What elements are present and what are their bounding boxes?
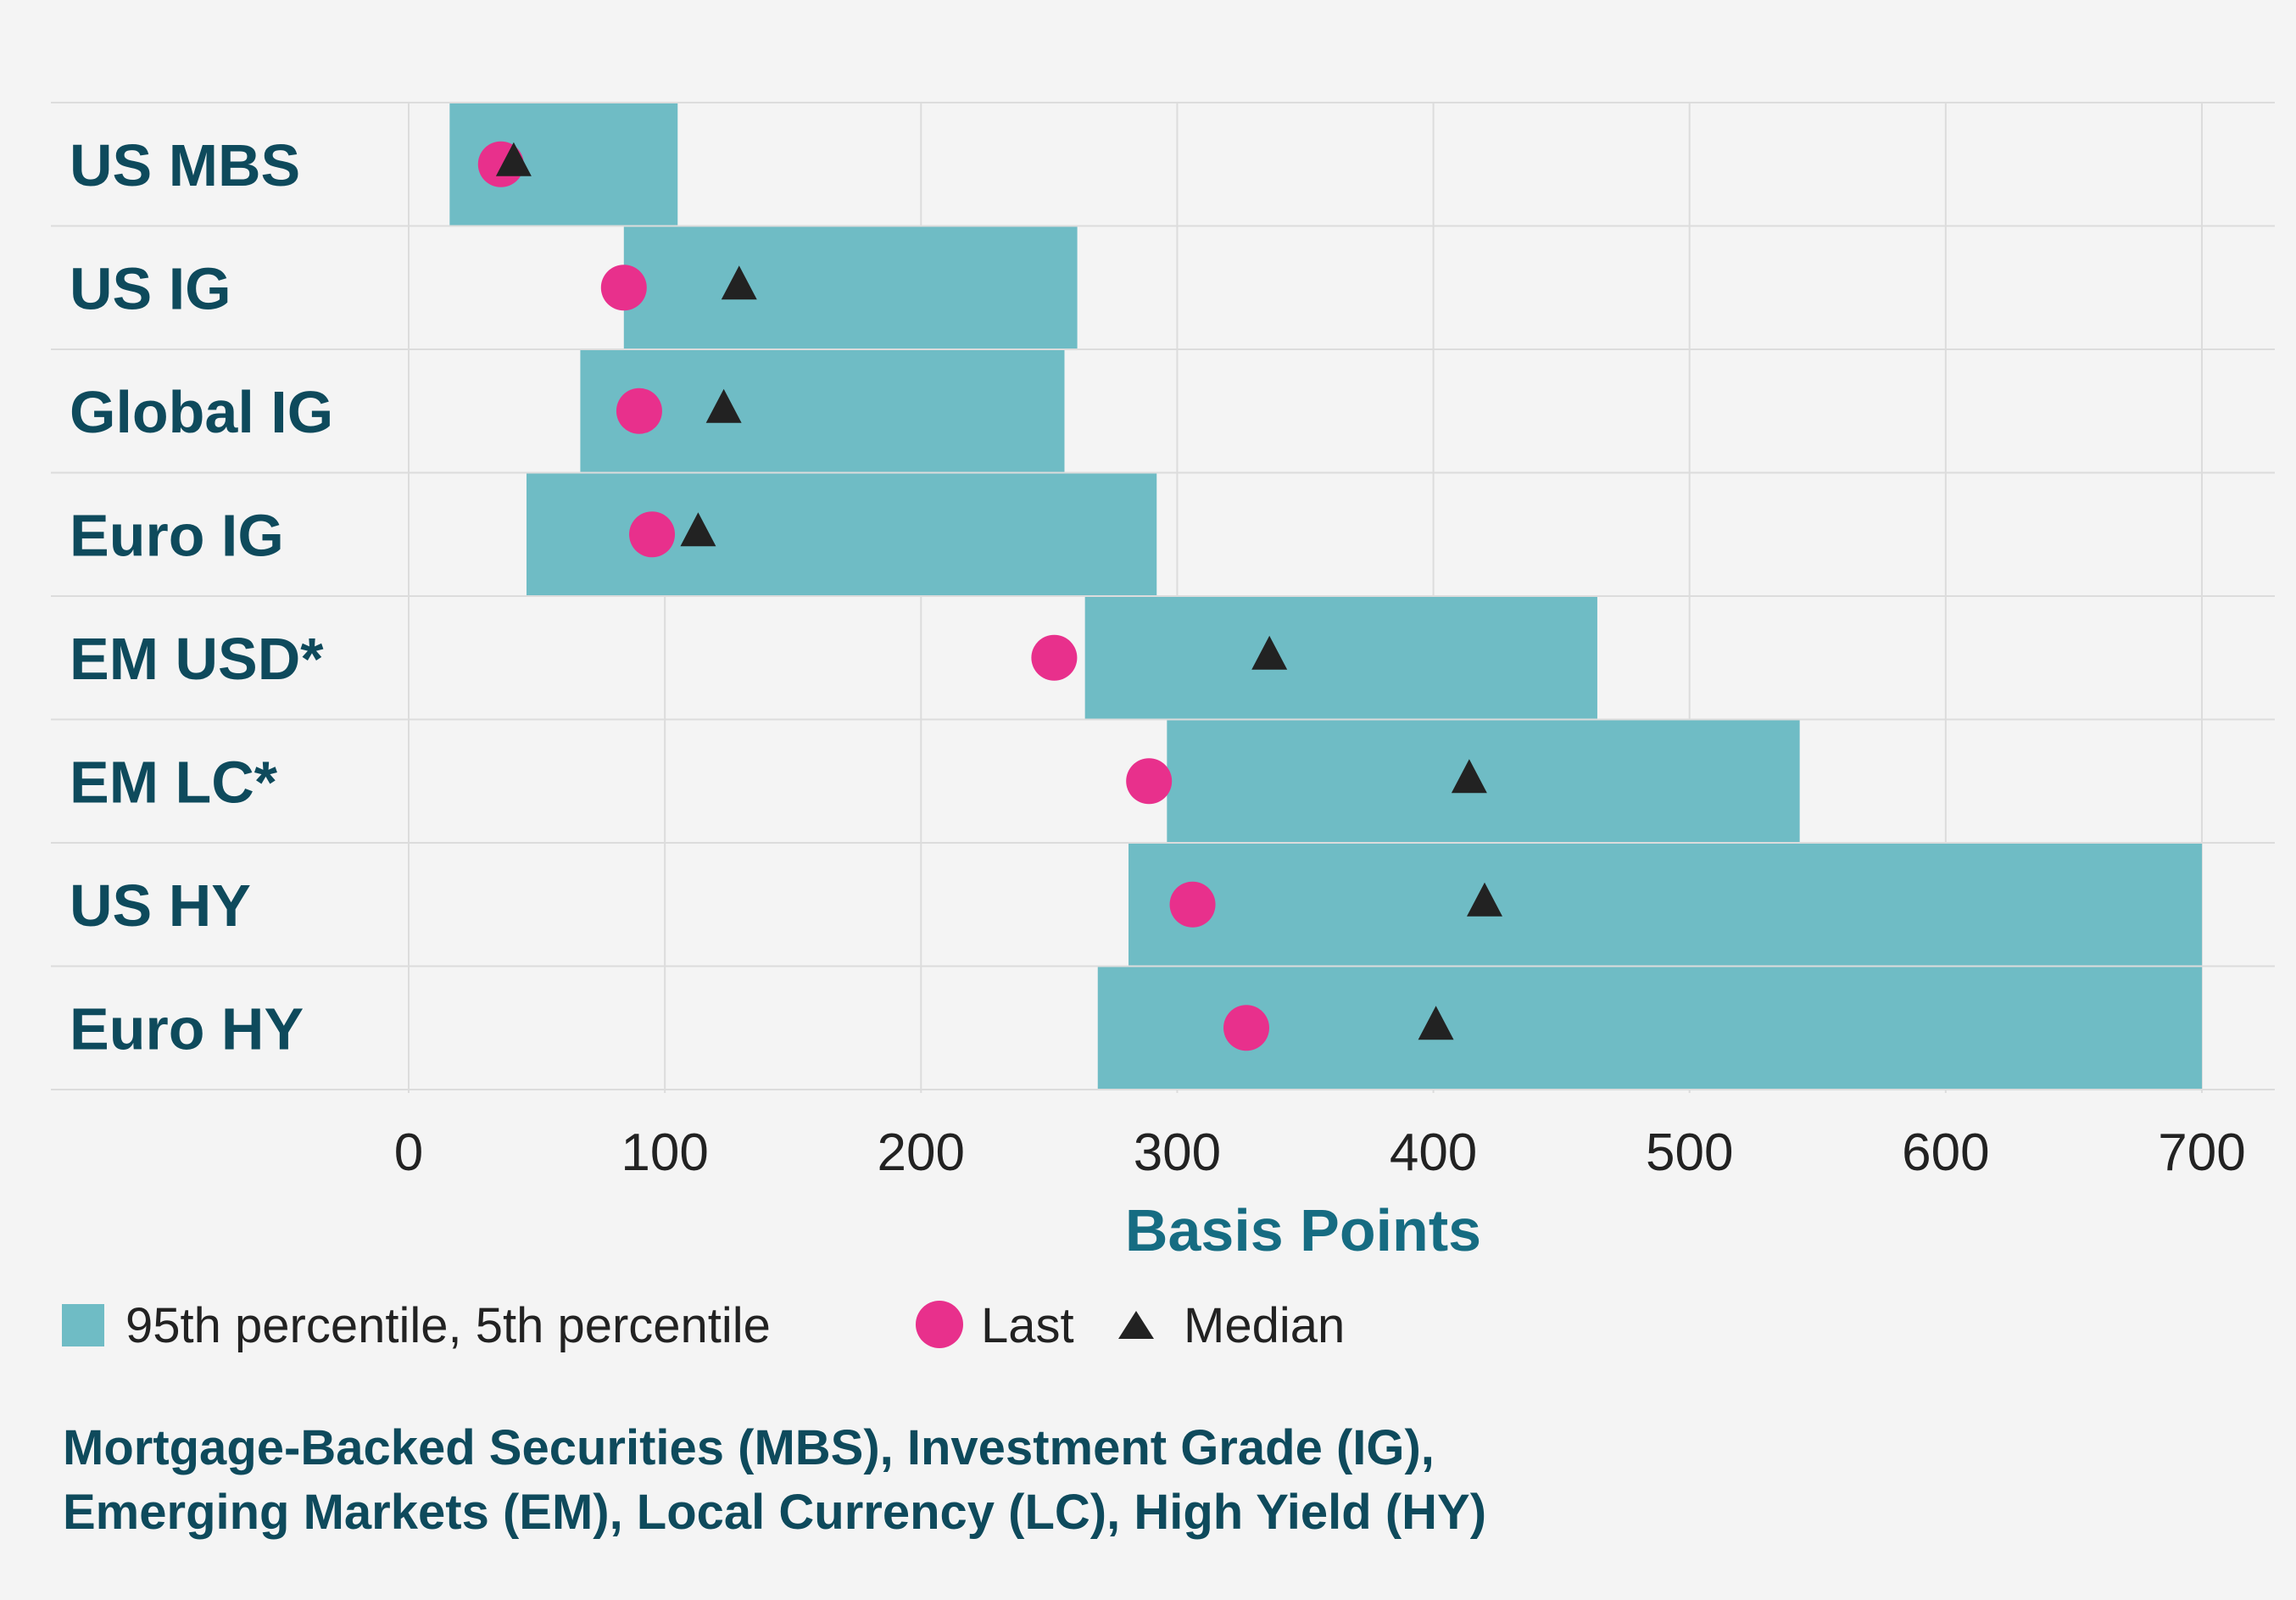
x-tick-label: 0 bbox=[394, 1123, 423, 1182]
range-bar bbox=[1128, 844, 2202, 966]
category-labels: US MBS US IG Global IG Euro IG EM USD* EM LC*… bbox=[70, 132, 333, 1062]
legend-last-label: Last bbox=[981, 1298, 1074, 1353]
last-point bbox=[1031, 634, 1078, 681]
x-tick-label: 200 bbox=[878, 1123, 965, 1182]
x-tick-label: 500 bbox=[1646, 1123, 1733, 1182]
median-point bbox=[721, 265, 757, 300]
category-label: Euro IG bbox=[70, 502, 284, 568]
median-point bbox=[1418, 1006, 1454, 1040]
range-bar bbox=[1084, 597, 1597, 719]
legend-median-marker bbox=[1118, 1311, 1154, 1339]
category-label: Global IG bbox=[70, 379, 333, 445]
median-point bbox=[1467, 882, 1502, 917]
last-point bbox=[1126, 758, 1173, 805]
data-points bbox=[477, 141, 1502, 1051]
footnote-line-2: Emerging Markets (EM), Local Currency (L… bbox=[63, 1485, 1487, 1540]
gridlines bbox=[51, 102, 2275, 1093]
median-point bbox=[1451, 759, 1487, 794]
range-bar bbox=[1167, 720, 1800, 842]
footnote: Mortgage-Backed Securities (MBS), Invest… bbox=[63, 1416, 1486, 1545]
range-bar bbox=[623, 226, 1078, 348]
range-bars bbox=[449, 103, 2202, 1089]
median-point bbox=[495, 142, 532, 176]
median-point bbox=[1251, 635, 1288, 670]
legend-median-label: Median bbox=[1184, 1298, 1345, 1353]
category-label: US HY bbox=[70, 872, 251, 939]
x-axis-title: Basis Points bbox=[1125, 1197, 1481, 1263]
last-point bbox=[1223, 1005, 1270, 1051]
x-tick-label: 300 bbox=[1134, 1123, 1221, 1182]
x-tick-label: 700 bbox=[2158, 1123, 2245, 1182]
category-label: EM USD* bbox=[70, 626, 324, 692]
category-label: EM LC* bbox=[70, 749, 278, 815]
category-label: US IG bbox=[70, 255, 231, 321]
footnote-line-1: Mortgage-Backed Securities (MBS), Invest… bbox=[63, 1420, 1435, 1475]
legend-range-swatch bbox=[62, 1304, 104, 1346]
category-label: US MBS bbox=[70, 132, 300, 198]
x-tick-label: 400 bbox=[1390, 1123, 1477, 1182]
legend-range-label: 95th percentile, 5th percentile bbox=[125, 1298, 771, 1353]
legend: 95th percentile, 5th percentile Last Med… bbox=[62, 1298, 1345, 1353]
category-label: Euro HY bbox=[70, 995, 304, 1062]
range-bar bbox=[526, 473, 1157, 595]
x-tick-label: 600 bbox=[1902, 1123, 1989, 1182]
median-point bbox=[705, 388, 742, 423]
x-tick-labels: 0 100 200 300 400 500 600 700 bbox=[394, 1123, 2246, 1182]
last-point bbox=[1169, 881, 1216, 928]
last-point bbox=[600, 265, 647, 311]
legend-last-marker bbox=[916, 1301, 963, 1348]
last-point bbox=[616, 387, 662, 434]
range-bar bbox=[1097, 967, 2202, 1089]
last-point bbox=[629, 511, 676, 558]
median-point bbox=[680, 512, 716, 547]
x-tick-label: 100 bbox=[621, 1123, 708, 1182]
